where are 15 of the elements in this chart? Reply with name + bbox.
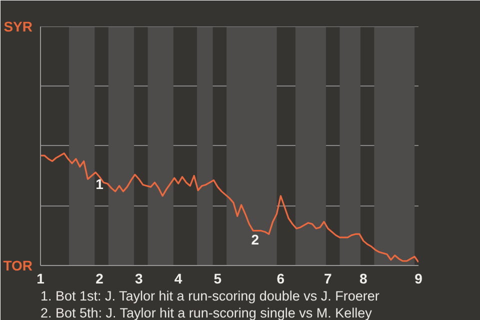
x-tick-label: 5 bbox=[214, 270, 222, 286]
text: TOR bbox=[3, 258, 33, 274]
annotation: 2 bbox=[251, 231, 260, 248]
text: 2. Bot 5th: J. Taylor hit a run-scoring single vs M. Kelley bbox=[40, 306, 372, 320]
x-tick-label: 6 bbox=[276, 270, 285, 286]
x-tick-label: 4 bbox=[174, 270, 182, 286]
x-tick-label: 7 bbox=[324, 270, 332, 286]
x-tick-label: 3 bbox=[135, 270, 144, 286]
text: 1. Bot 1st: J. Taylor hit a run-scoring double vs J. Froerer bbox=[40, 288, 380, 304]
x-tick-label: 1 bbox=[36, 270, 45, 286]
x-tick-label: 2 bbox=[96, 270, 104, 286]
text: SYR bbox=[4, 18, 33, 34]
annotation: 1 bbox=[96, 176, 104, 192]
x-tick-label: 9 bbox=[414, 270, 423, 286]
x-tick-label: 8 bbox=[359, 270, 368, 286]
